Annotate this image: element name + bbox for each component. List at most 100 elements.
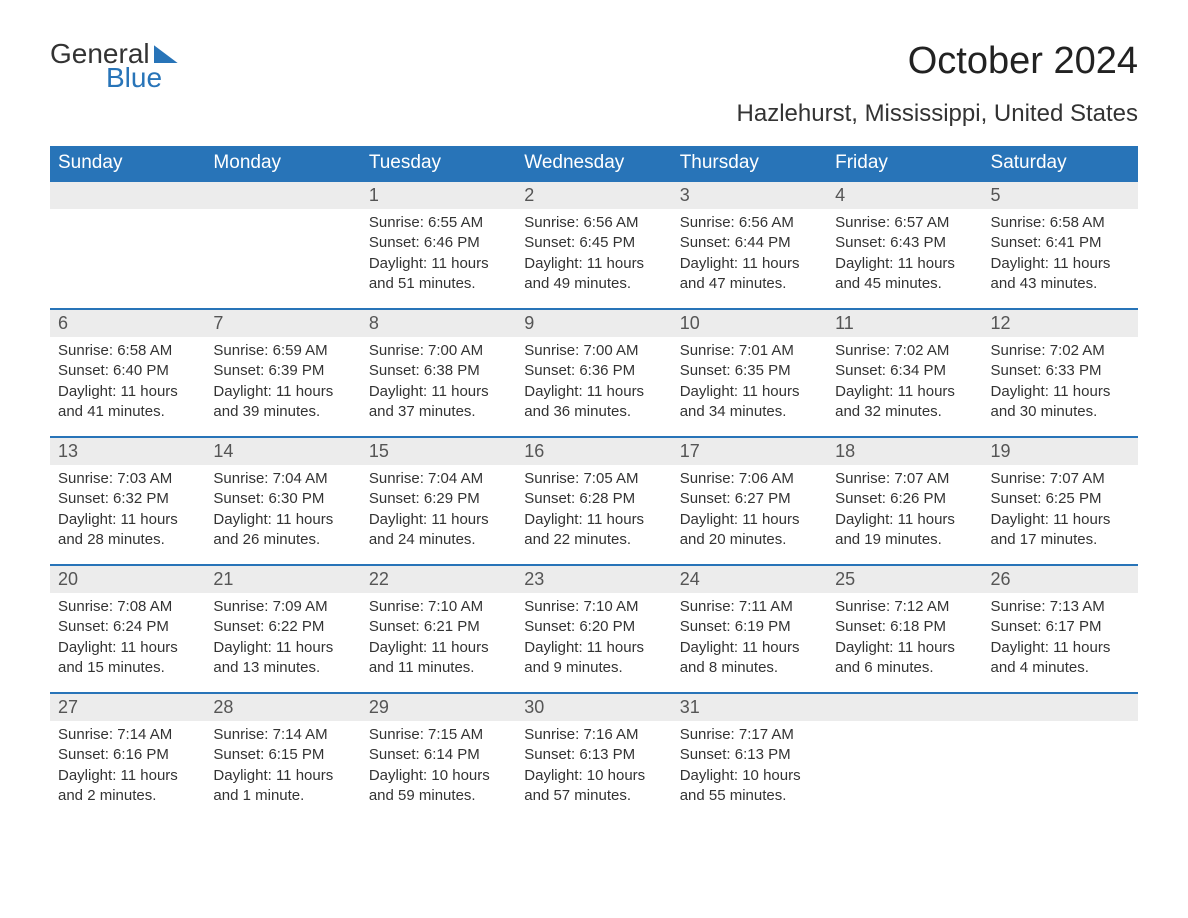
daylight-label: Daylight:: [369, 767, 432, 784]
sunset-label: Sunset:: [369, 490, 424, 507]
day-number: 15: [361, 438, 516, 465]
weekday-header: Monday: [205, 146, 360, 181]
sunset-line: Sunset: 6:24 PM: [58, 617, 197, 637]
sunrise-value: 7:03 AM: [117, 470, 172, 487]
sunrise-line: Sunrise: 7:10 AM: [369, 597, 508, 617]
sunset-line: Sunset: 6:22 PM: [213, 617, 352, 637]
calendar-day-cell: 26Sunrise: 7:13 AMSunset: 6:17 PMDayligh…: [983, 565, 1138, 693]
sunset-line: Sunset: 6:38 PM: [369, 361, 508, 381]
calendar-day-cell: 3Sunrise: 6:56 AMSunset: 6:44 PMDaylight…: [672, 181, 827, 309]
day-number: 25: [827, 566, 982, 593]
sunrise-label: Sunrise:: [991, 598, 1050, 615]
sunset-label: Sunset:: [991, 234, 1046, 251]
calendar-day-cell: 14Sunrise: 7:04 AMSunset: 6:30 PMDayligh…: [205, 437, 360, 565]
sunrise-line: Sunrise: 7:05 AM: [524, 469, 663, 489]
sunset-label: Sunset:: [680, 618, 735, 635]
sunrise-label: Sunrise:: [58, 726, 117, 743]
sunrise-line: Sunrise: 6:57 AM: [835, 213, 974, 233]
daylight-line: Daylight: 11 hours and 43 minutes.: [991, 254, 1130, 295]
day-body: Sunrise: 7:09 AMSunset: 6:22 PMDaylight:…: [205, 593, 360, 686]
sunset-label: Sunset:: [58, 490, 113, 507]
calendar-day-cell: 31Sunrise: 7:17 AMSunset: 6:13 PMDayligh…: [672, 693, 827, 821]
sunrise-value: 7:15 AM: [428, 726, 483, 743]
calendar-day-cell: 9Sunrise: 7:00 AMSunset: 6:36 PMDaylight…: [516, 309, 671, 437]
sunset-label: Sunset:: [369, 746, 424, 763]
day-body: Sunrise: 7:17 AMSunset: 6:13 PMDaylight:…: [672, 721, 827, 814]
sunrise-label: Sunrise:: [991, 214, 1050, 231]
daylight-line: Daylight: 11 hours and 2 minutes.: [58, 766, 197, 807]
sunrise-label: Sunrise:: [991, 342, 1050, 359]
day-number: 31: [672, 694, 827, 721]
sunset-value: 6:41 PM: [1046, 234, 1102, 251]
sunset-line: Sunset: 6:45 PM: [524, 233, 663, 253]
day-number: 27: [50, 694, 205, 721]
day-body: Sunrise: 7:10 AMSunset: 6:21 PMDaylight:…: [361, 593, 516, 686]
daylight-label: Daylight:: [680, 383, 743, 400]
daylight-line: Daylight: 11 hours and 39 minutes.: [213, 382, 352, 423]
day-number: 11: [827, 310, 982, 337]
calendar-week-row: 20Sunrise: 7:08 AMSunset: 6:24 PMDayligh…: [50, 565, 1138, 693]
daylight-line: Daylight: 11 hours and 24 minutes.: [369, 510, 508, 551]
sunrise-label: Sunrise:: [524, 342, 583, 359]
sunrise-line: Sunrise: 7:07 AM: [835, 469, 974, 489]
day-number: 8: [361, 310, 516, 337]
sunset-value: 6:39 PM: [268, 362, 324, 379]
sunset-line: Sunset: 6:27 PM: [680, 489, 819, 509]
day-number: 12: [983, 310, 1138, 337]
sunrise-value: 7:01 AM: [739, 342, 794, 359]
daylight-label: Daylight:: [680, 639, 743, 656]
daylight-line: Daylight: 10 hours and 59 minutes.: [369, 766, 508, 807]
sunset-line: Sunset: 6:34 PM: [835, 361, 974, 381]
sunrise-line: Sunrise: 7:16 AM: [524, 725, 663, 745]
daylight-line: Daylight: 11 hours and 13 minutes.: [213, 638, 352, 679]
day-number: 29: [361, 694, 516, 721]
weekday-header-row: SundayMondayTuesdayWednesdayThursdayFrid…: [50, 146, 1138, 181]
daylight-label: Daylight:: [58, 639, 121, 656]
sunrise-line: Sunrise: 7:04 AM: [369, 469, 508, 489]
calendar-day-cell: 6Sunrise: 6:58 AMSunset: 6:40 PMDaylight…: [50, 309, 205, 437]
sunrise-value: 7:16 AM: [583, 726, 638, 743]
sunset-label: Sunset:: [369, 234, 424, 251]
day-number: 19: [983, 438, 1138, 465]
calendar-day-cell: 29Sunrise: 7:15 AMSunset: 6:14 PMDayligh…: [361, 693, 516, 821]
daylight-label: Daylight:: [213, 383, 276, 400]
sunrise-line: Sunrise: 7:00 AM: [524, 341, 663, 361]
daylight-line: Daylight: 11 hours and 34 minutes.: [680, 382, 819, 423]
day-number: 2: [516, 182, 671, 209]
sunset-label: Sunset:: [524, 746, 579, 763]
sunset-value: 6:15 PM: [268, 746, 324, 763]
day-number: 26: [983, 566, 1138, 593]
daylight-label: Daylight:: [58, 767, 121, 784]
sunset-line: Sunset: 6:16 PM: [58, 745, 197, 765]
logo-word2: Blue: [106, 64, 178, 92]
calendar-day-cell: 1Sunrise: 6:55 AMSunset: 6:46 PMDaylight…: [361, 181, 516, 309]
daylight-label: Daylight:: [213, 639, 276, 656]
calendar-day-cell: 4Sunrise: 6:57 AMSunset: 6:43 PMDaylight…: [827, 181, 982, 309]
day-body: Sunrise: 7:11 AMSunset: 6:19 PMDaylight:…: [672, 593, 827, 686]
sunset-label: Sunset:: [213, 490, 268, 507]
sunrise-value: 6:57 AM: [894, 214, 949, 231]
sunset-label: Sunset:: [835, 490, 890, 507]
sunrise-value: 7:13 AM: [1050, 598, 1105, 615]
calendar-day-cell: 17Sunrise: 7:06 AMSunset: 6:27 PMDayligh…: [672, 437, 827, 565]
page-title: October 2024: [908, 40, 1138, 83]
sunrise-line: Sunrise: 7:02 AM: [991, 341, 1130, 361]
day-body: Sunrise: 6:55 AMSunset: 6:46 PMDaylight:…: [361, 209, 516, 302]
daylight-line: Daylight: 11 hours and 36 minutes.: [524, 382, 663, 423]
sunset-label: Sunset:: [369, 362, 424, 379]
day-body: Sunrise: 7:16 AMSunset: 6:13 PMDaylight:…: [516, 721, 671, 814]
weekday-header: Friday: [827, 146, 982, 181]
sunset-value: 6:16 PM: [113, 746, 169, 763]
day-number: 20: [50, 566, 205, 593]
sunset-line: Sunset: 6:33 PM: [991, 361, 1130, 381]
sunset-line: Sunset: 6:17 PM: [991, 617, 1130, 637]
sunrise-label: Sunrise:: [58, 342, 117, 359]
sunset-label: Sunset:: [680, 362, 735, 379]
daylight-label: Daylight:: [369, 383, 432, 400]
sunset-value: 6:45 PM: [579, 234, 635, 251]
calendar-day-cell: 10Sunrise: 7:01 AMSunset: 6:35 PMDayligh…: [672, 309, 827, 437]
daylight-line: Daylight: 11 hours and 28 minutes.: [58, 510, 197, 551]
day-body: Sunrise: 6:59 AMSunset: 6:39 PMDaylight:…: [205, 337, 360, 430]
day-body: Sunrise: 6:56 AMSunset: 6:45 PMDaylight:…: [516, 209, 671, 302]
sunset-line: Sunset: 6:28 PM: [524, 489, 663, 509]
